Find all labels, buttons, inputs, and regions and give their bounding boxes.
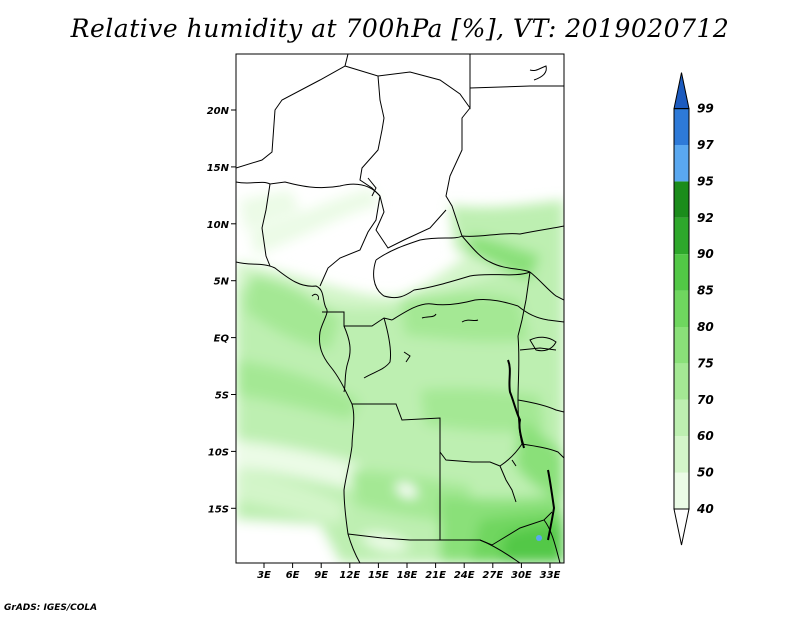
lat-tick-label: 10N (207, 220, 230, 231)
colorbar-label: 85 (697, 284, 714, 298)
colorbar-frame (673, 108, 690, 510)
colorbar-segment (674, 145, 689, 182)
colorbar-lower-triangle (673, 508, 690, 546)
colorbar-label: 97 (697, 138, 714, 152)
lon-tick-label: 6E (286, 570, 300, 581)
map-frame (235, 53, 565, 564)
lon-tick-label: 30E (511, 570, 532, 581)
colorbar-label: 70 (697, 393, 714, 407)
longitude-axis: 3E 6E 9E 12E 15E 18E 21E 24E 27E 30E 33E (257, 563, 561, 581)
lon-tick-label: 9E (314, 570, 328, 581)
colorbar-label: 40 (696, 502, 714, 516)
lat-tick-label: 20N (207, 106, 230, 117)
colorbar: 40 50 60 70 75 80 85 90 92 95 97 99 (673, 72, 714, 546)
humidity-field (236, 188, 564, 563)
lon-tick-label: 21E (425, 570, 446, 581)
chart-title: Relative humidity at 700hPa [%], VT: 201… (70, 14, 730, 43)
colorbar-label: 60 (697, 429, 714, 443)
colorbar-segment (674, 290, 689, 327)
lat-tick-label: 10S (208, 447, 229, 458)
colorbar-segment (674, 217, 689, 255)
lon-tick-label: 12E (339, 570, 360, 581)
lon-tick-label: 3E (257, 570, 271, 581)
colorbar-label: 99 (697, 102, 714, 116)
colorbar-label: 80 (697, 320, 714, 334)
colorbar-label: 92 (697, 211, 714, 225)
colorbar-segment (674, 108, 689, 145)
lat-tick-label: EQ (214, 334, 230, 345)
colorbar-segment (674, 436, 689, 473)
colorbar-segment (674, 327, 689, 364)
colorbar-segment (674, 363, 689, 400)
latitude-axis: 20N 15N 10N 5N EQ 5S 10S 15S (207, 106, 236, 515)
colorbar-upper-triangle (673, 72, 690, 110)
lat-tick-label: 5N (214, 277, 230, 288)
grads-credit: GrADS: IGES/COLA (4, 603, 98, 613)
lat-tick-label: 15S (208, 504, 229, 515)
colorbar-segment (674, 181, 689, 218)
lon-tick-label: 18E (397, 570, 418, 581)
lon-tick-label: 27E (482, 570, 503, 581)
lon-tick-label: 24E (454, 570, 475, 581)
colorbar-segment (674, 472, 689, 509)
colorbar-segment (674, 399, 689, 437)
lat-tick-label: 15N (207, 163, 230, 174)
colorbar-label: 95 (697, 174, 714, 188)
colorbar-label: 50 (697, 466, 714, 480)
country-borders (236, 54, 564, 563)
colorbar-label: 75 (697, 356, 714, 370)
colorbar-label: 90 (697, 247, 714, 261)
lat-tick-label: 5S (215, 391, 229, 402)
lon-tick-label: 33E (540, 570, 561, 581)
colorbar-segment (674, 254, 689, 291)
lon-tick-label: 15E (368, 570, 389, 581)
